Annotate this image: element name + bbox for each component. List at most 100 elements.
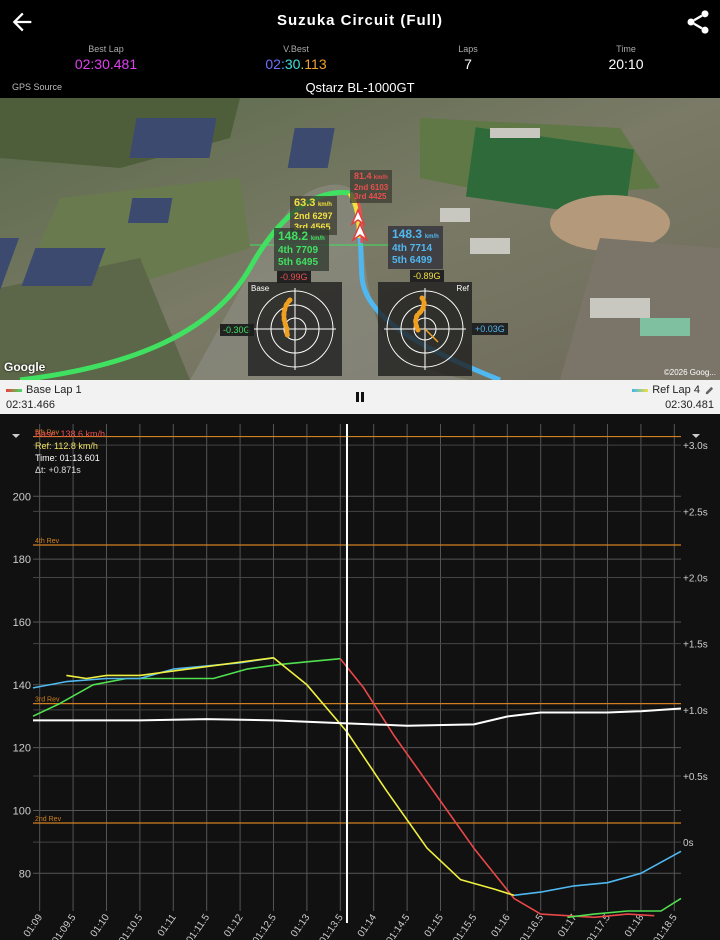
- callout-blue-l2: 5th 6499: [392, 255, 433, 266]
- x-tick-label: 01:13: [289, 912, 313, 939]
- x-tick-label: 01:16.5: [518, 912, 546, 940]
- base-lap-label: Base Lap 1: [26, 384, 82, 396]
- pencil-icon[interactable]: [705, 386, 714, 395]
- y2-tick-label: +1.0s: [683, 706, 708, 717]
- callout-blue-speed: 148.3: [392, 227, 423, 241]
- ref-lap-time: 02:30.481: [665, 399, 714, 411]
- y-tick-label: 200: [13, 491, 31, 503]
- callout-red-unit: km/h: [373, 175, 388, 181]
- callout-blue: 148.3 km/h 4th 7714 5th 6499: [388, 226, 443, 269]
- base-gauge-label: Base: [251, 284, 270, 293]
- x-tick-label: 01:11.5: [184, 912, 212, 940]
- rev-line-label: 3rd Rev: [35, 697, 60, 704]
- ref-g-circle: [384, 288, 466, 370]
- y-tick-label: 140: [13, 680, 31, 692]
- readout-time: Time: 01:13.601: [35, 453, 100, 463]
- gps-source-label: GPS Source: [12, 82, 63, 92]
- y2-tick-label: +2.5s: [683, 507, 708, 518]
- rev-line-label: 2nd Rev: [35, 816, 62, 823]
- x-tick-label: 01:14: [356, 912, 380, 939]
- chevron-down-icon: [12, 434, 20, 438]
- time-label: Time: [616, 44, 636, 54]
- x-tick-label: 01:11: [156, 912, 179, 939]
- callout-red-l1: 2nd 6103: [354, 183, 389, 192]
- best-lap-label: Best Lap: [88, 44, 124, 54]
- x-tick-label: 01:09: [22, 912, 46, 939]
- ref-g-gauge: Ref: [378, 282, 472, 376]
- speed-chart[interactable]: 01:09 01:09.5 01:10 01:10.5 01:11 01:11.5 01:1…: [0, 414, 720, 940]
- callout-green-l2: 5th 6495: [278, 257, 319, 268]
- x-tick-label: 01:09.5: [50, 912, 78, 940]
- gps-device-name[interactable]: Qstarz BL-1000GT: [305, 80, 415, 95]
- readout-ref: Ref: 112.8 km/h: [35, 441, 98, 451]
- vbest-stat: V.Best 02:30.113: [221, 44, 371, 72]
- callout-red: 81.4 km/h 2nd 6103 3rd 4425: [350, 170, 393, 203]
- base-g-circle: [254, 288, 336, 370]
- top-bar: Suzuka Circuit (Full): [0, 0, 720, 44]
- laps-stat: Laps 7: [393, 44, 543, 72]
- rev-line-label: 5th Rev: [35, 430, 60, 437]
- callout-blue-l1: 4th 7714: [392, 243, 433, 254]
- g-value-top-left: -0.99G: [277, 271, 311, 283]
- y2-tick-label: 0s: [683, 838, 694, 849]
- callout-yellow-l1: 2nd 6297: [294, 211, 333, 221]
- series-line-5: [513, 850, 682, 897]
- y2-tick-label: +1.5s: [683, 640, 708, 651]
- x-tick-label: 01:15.5: [451, 912, 479, 940]
- share-icon[interactable]: [684, 8, 712, 36]
- callout-yellow-speed: 63.3: [294, 197, 316, 209]
- x-tick-label: 01:10.5: [117, 912, 145, 940]
- base-lap-time: 02:31.466: [6, 399, 55, 411]
- pause-icon[interactable]: [354, 391, 366, 403]
- callout-green-unit: km/h: [310, 236, 325, 242]
- google-logo: Google: [4, 360, 46, 374]
- vbest-part-min: 02: [265, 56, 281, 72]
- vbest-part-ms: 113: [304, 56, 327, 72]
- g-value-right: +0.03G: [472, 323, 508, 335]
- time-stat: Time 20:10: [551, 44, 701, 72]
- best-lap-stat: Best Lap 02:30.481: [31, 44, 181, 72]
- base-lap-selector[interactable]: Base Lap 1: [6, 384, 82, 396]
- callout-red-speed: 81.4: [354, 171, 372, 181]
- series-line-0: [32, 657, 341, 717]
- ref-lap-swatch: [632, 388, 649, 392]
- y-tick-label: 120: [13, 743, 31, 755]
- series-line-6: [33, 707, 682, 727]
- rev-line-label: 4th Rev: [35, 538, 60, 545]
- base-g-gauge: Base: [248, 282, 342, 376]
- y-tick-label: 180: [13, 554, 31, 566]
- callout-yellow-l2: 3rd 4565: [294, 222, 331, 232]
- y-tick-label: 80: [19, 868, 31, 880]
- chevron-down-icon: [692, 434, 700, 438]
- x-tick-label: 01:10: [89, 912, 113, 939]
- x-tick-label: 01:12: [222, 912, 246, 939]
- y-tick-label: 160: [13, 617, 31, 629]
- arrow-left-icon[interactable]: [8, 8, 36, 36]
- series-line-4: [66, 657, 515, 897]
- x-tick-label: 01:14.5: [384, 912, 412, 940]
- g-value-top-right: -0.89G: [410, 270, 444, 282]
- page-title: Suzuka Circuit (Full): [276, 12, 443, 29]
- callout-green-l1: 4th 7709: [278, 245, 319, 256]
- callout-red-l2: 3rd 4425: [354, 192, 387, 201]
- vbest-part-sep1: :: [280, 56, 285, 72]
- callout-blue-unit: km/h: [424, 234, 439, 240]
- ref-gauge-label: Ref: [456, 284, 469, 293]
- g-value-left: -0.30G: [220, 324, 254, 336]
- map-canvas: [0, 98, 720, 380]
- satellite-map[interactable]: 63.3 km/h 2nd 6297 3rd 4565 81.4 km/h 2n…: [0, 98, 720, 380]
- ref-lap-selector[interactable]: Ref Lap 4: [632, 384, 714, 396]
- series-line-2: [567, 897, 682, 919]
- map-copyright: ©2026 Goog...: [663, 368, 716, 377]
- laps-value: 7: [464, 56, 472, 72]
- x-tick-label: 01:18: [623, 912, 647, 939]
- callout-green-speed: 148.2: [278, 229, 309, 243]
- x-tick-label: 01:12.5: [251, 912, 279, 940]
- y2-tick-label: +3.0s: [683, 441, 708, 452]
- y-tick-label: 100: [13, 805, 31, 817]
- vbest-part-sep2: .: [300, 56, 305, 72]
- best-lap-value: 02:30.481: [74, 56, 138, 72]
- speed-chart-svg: 01:09 01:09.5 01:10 01:10.5 01:11 01:11.5 01:1…: [12, 424, 708, 940]
- ref-lap-label: Ref Lap 4: [652, 384, 700, 396]
- y2-tick-label: +2.0s: [683, 574, 708, 585]
